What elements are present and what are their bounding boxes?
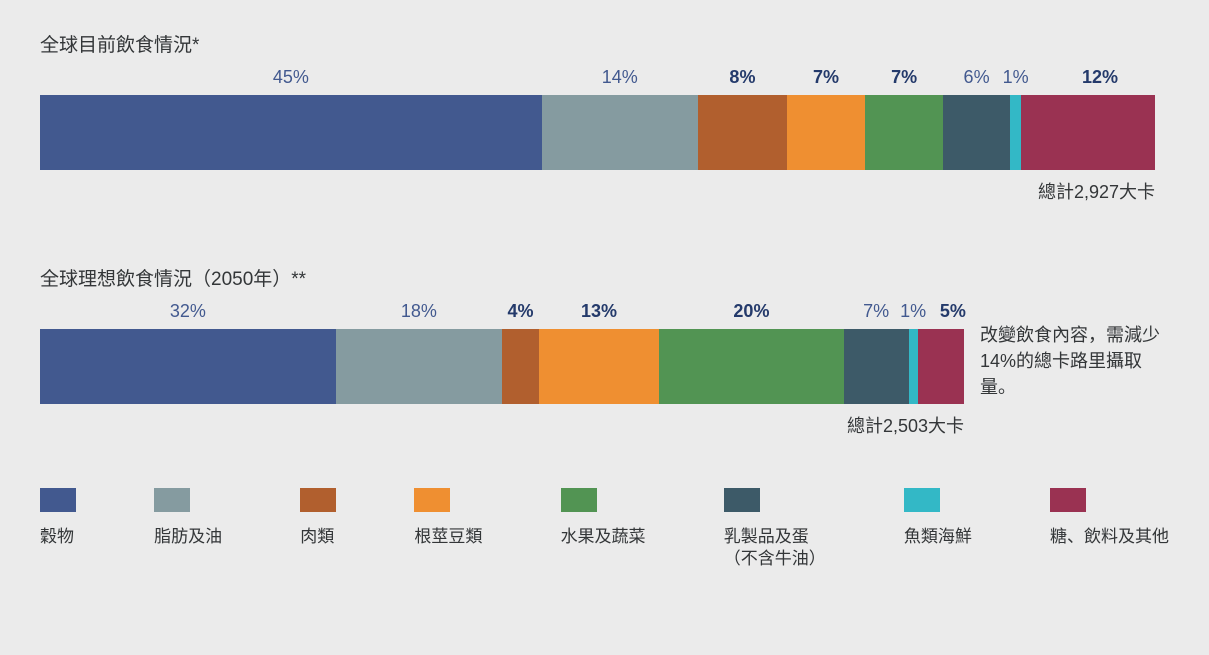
bar-segment-vegfr: 20% <box>659 329 844 404</box>
total-label: 總計2,927大卡 <box>40 178 1155 204</box>
bar-segment-fish: 1% <box>1010 95 1021 170</box>
legend-item-dairy: 乳製品及蛋 （不含牛油） <box>724 488 826 570</box>
bar-segment-root: 13% <box>539 329 659 404</box>
bar-segment-vegfr: 7% <box>865 95 943 170</box>
bar-segment-grain: 45% <box>40 95 542 170</box>
segment-label: 32% <box>170 301 206 322</box>
segment-label: 13% <box>581 301 617 322</box>
legend-swatch <box>414 488 450 512</box>
legend-swatch <box>154 488 190 512</box>
legend-item-sugar: 糖、飲料及其他 <box>1050 488 1169 570</box>
legend-label: 糖、飲料及其他 <box>1050 526 1169 548</box>
segment-label: 4% <box>507 301 533 322</box>
legend-label: 脂肪及油 <box>154 526 222 548</box>
bar-segment-dairy: 7% <box>844 329 909 404</box>
legend-item-root: 根莖豆類 <box>414 488 482 570</box>
bar-segment-sugar: 5% <box>918 329 964 404</box>
legend-item-meat: 肉類 <box>300 488 336 570</box>
bar-segment-dairy: 6% <box>943 95 1010 170</box>
total-label: 總計2,503大卡 <box>40 412 964 438</box>
segment-label: 8% <box>729 67 755 88</box>
segment-label: 1% <box>1003 67 1029 88</box>
legend-item-fat: 脂肪及油 <box>154 488 222 570</box>
legend-label: 乳製品及蛋 （不含牛油） <box>724 526 826 570</box>
bar-wrap: 32%18%4%13%20%7%1%5% 總計2,503大卡 <box>40 329 1169 438</box>
bar-segment-meat: 4% <box>502 329 539 404</box>
bar-segment-fat: 14% <box>542 95 698 170</box>
legend: 穀物 脂肪及油 肉類 根莖豆類 水果及蔬菜 乳製品及蛋 （不含牛油） 魚類海鮮 糖、飲料及其他 <box>40 488 1169 570</box>
bar-segment-sugar: 12% <box>1021 95 1155 170</box>
legend-label: 根莖豆類 <box>414 526 482 548</box>
legend-item-fish: 魚類海鮮 <box>904 488 972 570</box>
legend-swatch <box>40 488 76 512</box>
legend-label: 魚類海鮮 <box>904 526 972 548</box>
chart-block-0: 全球目前飲食情況*45%14%8%7%7%6%1%12%總計2,927大卡 <box>40 30 1169 204</box>
segment-label: 7% <box>891 67 917 88</box>
legend-swatch <box>1050 488 1086 512</box>
segment-label: 45% <box>273 67 309 88</box>
segment-label: 12% <box>1082 67 1118 88</box>
page: 全球目前飲食情況*45%14%8%7%7%6%1%12%總計2,927大卡全球理… <box>0 0 1209 655</box>
legend-swatch <box>904 488 940 512</box>
bar-wrap: 45%14%8%7%7%6%1%12%總計2,927大卡 <box>40 95 1169 204</box>
bar-segment-grain: 32% <box>40 329 336 404</box>
legend-label: 水果及蔬菜 <box>561 526 646 548</box>
legend-label: 穀物 <box>40 526 74 548</box>
chart-block-1: 全球理想飲食情況（2050年）**改變飲食內容，需減少14%的總卡路里攝取量。3… <box>40 264 1169 438</box>
segment-label: 1% <box>900 301 926 322</box>
chart-title: 全球理想飲食情況（2050年）** <box>40 264 1169 291</box>
stacked-bar: 45%14%8%7%7%6%1%12% <box>40 95 1155 170</box>
segment-label: 20% <box>733 301 769 322</box>
legend-swatch <box>561 488 597 512</box>
bar-segment-fat: 18% <box>336 329 502 404</box>
legend-swatch <box>300 488 336 512</box>
segment-label: 5% <box>940 301 966 322</box>
bar-segment-meat: 8% <box>698 95 787 170</box>
bar-segment-root: 7% <box>787 95 865 170</box>
segment-label: 6% <box>964 67 990 88</box>
stacked-bar: 32%18%4%13%20%7%1%5% <box>40 329 964 404</box>
legend-item-vegfr: 水果及蔬菜 <box>561 488 646 570</box>
segment-label: 18% <box>401 301 437 322</box>
legend-label: 肉類 <box>300 526 334 548</box>
charts-container: 全球目前飲食情況*45%14%8%7%7%6%1%12%總計2,927大卡全球理… <box>40 30 1169 438</box>
chart-title: 全球目前飲食情況* <box>40 30 1169 57</box>
segment-label: 14% <box>602 67 638 88</box>
bar-segment-fish: 1% <box>909 329 918 404</box>
legend-item-grain: 穀物 <box>40 488 76 570</box>
segment-label: 7% <box>813 67 839 88</box>
segment-label: 7% <box>863 301 889 322</box>
legend-swatch <box>724 488 760 512</box>
